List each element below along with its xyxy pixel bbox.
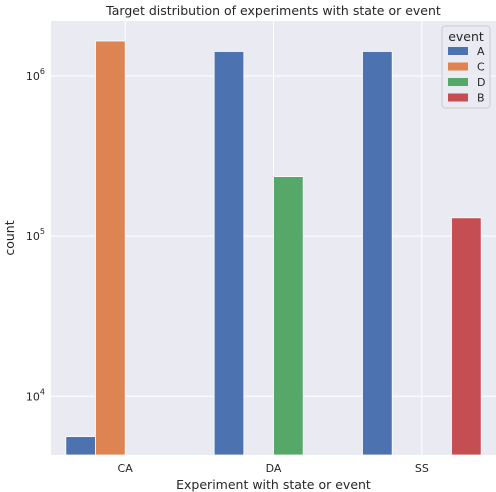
- legend-label-b: B: [477, 92, 485, 105]
- x-axis-label: Experiment with state or event: [176, 477, 371, 492]
- legend-title: event: [448, 29, 484, 44]
- bar-ss-b: [451, 217, 482, 456]
- chart-title: Target distribution of experiments with …: [105, 3, 441, 18]
- legend-label-a: A: [477, 45, 485, 58]
- y-axis-ticks: 104 105 106: [26, 67, 45, 403]
- y-axis-label: count: [2, 220, 17, 255]
- legend-label-c: C: [477, 61, 485, 74]
- bar-da-d: [273, 176, 304, 456]
- legend-swatch-b: [448, 93, 468, 102]
- bars: [65, 40, 482, 456]
- legend-swatch-d: [448, 78, 468, 86]
- y-tick-label-0: 104: [26, 387, 45, 403]
- y-tick-label-1: 105: [26, 227, 45, 243]
- x-axis-ticks: CA DA SS: [118, 462, 429, 475]
- bar-ca-c: [95, 40, 126, 456]
- x-tick-label-da: DA: [266, 462, 282, 475]
- legend-label-d: D: [477, 76, 485, 89]
- legend-swatch-c: [448, 62, 468, 71]
- bar-da-a: [213, 51, 245, 456]
- legend-swatch-a: [448, 47, 468, 55]
- bar-ss-a: [362, 51, 393, 456]
- bar-ca-a: [65, 436, 96, 456]
- y-tick-label-2: 106: [26, 67, 45, 83]
- x-tick-label-ca: CA: [118, 462, 134, 475]
- x-tick-label-ss: SS: [415, 462, 429, 475]
